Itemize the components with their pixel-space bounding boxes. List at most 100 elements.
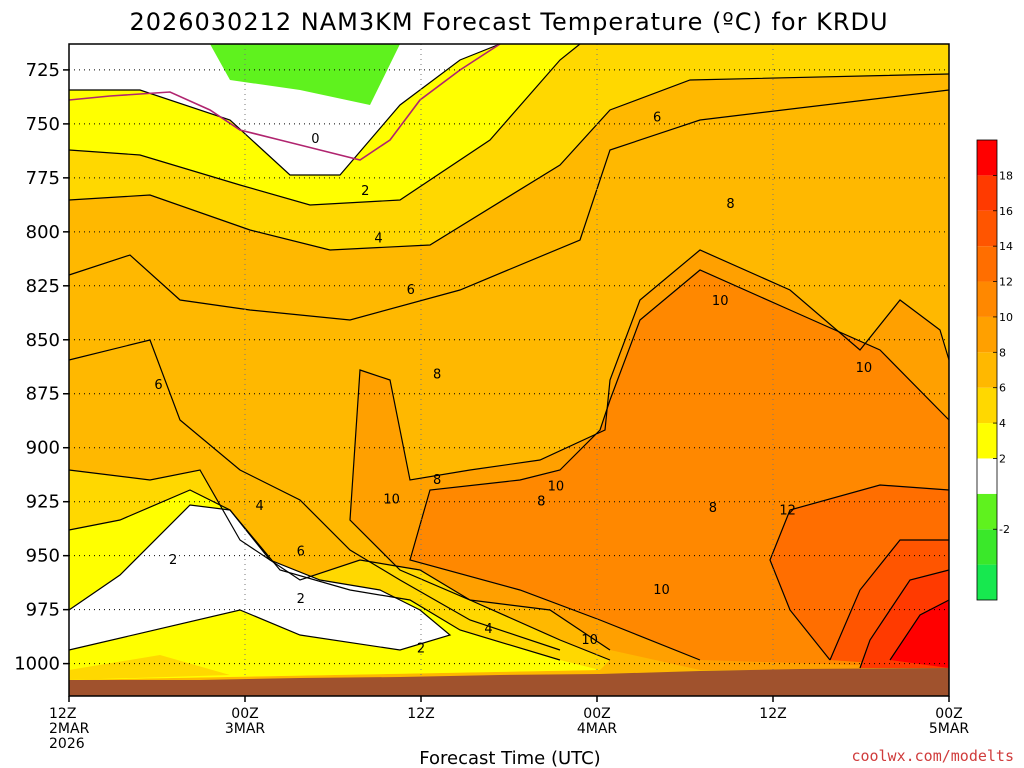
colorbar-band bbox=[977, 387, 997, 424]
contour-label: 6 bbox=[297, 544, 305, 559]
colorbar-band bbox=[977, 210, 997, 247]
contour-line-2-lower bbox=[68, 489, 561, 661]
contour-line-8 bbox=[349, 249, 950, 651]
contour-label: 8 bbox=[433, 367, 441, 382]
colorbar-frame bbox=[976, 139, 998, 601]
contour-label: 12 bbox=[779, 503, 796, 518]
colorbar-band bbox=[977, 564, 997, 600]
y-tick-label: 850 bbox=[26, 330, 60, 351]
colorbar-label: 12 bbox=[999, 276, 1013, 289]
contour-label: 10 bbox=[383, 493, 400, 508]
x-tick-label: 3MAR bbox=[225, 721, 266, 737]
x-tick-label: 00Z bbox=[231, 706, 258, 722]
contour-lines bbox=[68, 43, 950, 669]
colorbar-band bbox=[977, 493, 997, 530]
band-2-4-bottom bbox=[69, 655, 230, 680]
colorbar-label: 10 bbox=[999, 311, 1013, 324]
contour-label: 10 bbox=[856, 361, 873, 376]
credit-link[interactable]: coolwx.com/modelts bbox=[851, 747, 1014, 765]
colorbar-band bbox=[977, 458, 997, 494]
y-tick-label: 725 bbox=[26, 60, 60, 81]
grid-lines bbox=[68, 44, 950, 696]
freezing-level-line bbox=[68, 43, 501, 161]
colorbar-label: 18 bbox=[999, 169, 1013, 182]
contour-line-6-upper bbox=[68, 89, 950, 321]
contour-label: 2 bbox=[417, 642, 425, 657]
contour-label: 10 bbox=[548, 480, 565, 495]
y-tick-label: 975 bbox=[26, 600, 60, 621]
band-0-2 bbox=[69, 44, 500, 175]
contour-line-2-upper-inner bbox=[69, 43, 501, 176]
contour-label: 6 bbox=[154, 378, 162, 393]
colorbar-band bbox=[977, 316, 997, 353]
contour-line-6-lower bbox=[68, 339, 561, 651]
contour-label: 4 bbox=[484, 622, 492, 637]
x-tick-label: 4MAR bbox=[577, 721, 618, 737]
colorbar-band bbox=[977, 246, 997, 282]
chart-title: 2026030212 NAM3KM Forecast Temperature (… bbox=[129, 8, 888, 36]
y-axis: 725 750 775 800 825 850 875 900 925 950 975 1000 bbox=[14, 60, 69, 675]
colorbar-label: 2 bbox=[999, 452, 1006, 465]
y-tick-label: 875 bbox=[26, 384, 60, 405]
colorbar-band bbox=[977, 529, 997, 565]
contour-label: 6 bbox=[653, 110, 661, 125]
colorbar-label: 14 bbox=[999, 240, 1013, 253]
y-tick-label: 775 bbox=[26, 168, 60, 189]
x-tick-label: 12Z bbox=[759, 706, 786, 722]
contour-label: 6 bbox=[407, 283, 415, 298]
contour-label: 0 bbox=[311, 132, 319, 147]
x-tick-label: 5MAR bbox=[929, 721, 970, 737]
colorbar-band bbox=[977, 140, 997, 176]
colorbar-label: 4 bbox=[999, 417, 1006, 430]
colorbar-band bbox=[977, 352, 997, 388]
y-tick-label: 950 bbox=[26, 546, 60, 567]
y-tick-label: 800 bbox=[26, 222, 60, 243]
contour-label: 8 bbox=[537, 495, 545, 510]
x-tick-label: 12Z bbox=[49, 706, 76, 722]
colorbar: -2 2 4 6 8 10 12 14 16 18 bbox=[976, 139, 1013, 601]
y-tick-label: 900 bbox=[26, 438, 60, 459]
x-tick-label: 12Z bbox=[407, 706, 434, 722]
band-18-20 bbox=[890, 600, 949, 668]
contour-line-18 bbox=[889, 599, 950, 661]
contour-label: 8 bbox=[709, 501, 717, 516]
colorbar-label: 16 bbox=[999, 205, 1013, 218]
contour-label: 2 bbox=[361, 184, 369, 199]
colorbar-label: 8 bbox=[999, 346, 1006, 359]
contour-line-10 bbox=[409, 269, 950, 661]
contour-line-2-upper bbox=[68, 43, 581, 206]
colorbar-band bbox=[977, 281, 997, 317]
contour-label: 8 bbox=[726, 197, 734, 212]
plot-frame bbox=[68, 43, 950, 697]
contour-label: 2 bbox=[297, 592, 305, 607]
band-below-0 bbox=[210, 44, 400, 105]
y-tick-label: 825 bbox=[26, 276, 60, 297]
x-tick-label: 2026 bbox=[49, 736, 85, 752]
contour-label: 10 bbox=[581, 633, 598, 648]
contour-label: 4 bbox=[374, 231, 382, 246]
colorbar-band bbox=[977, 175, 997, 211]
contour-label: 8 bbox=[433, 473, 441, 488]
x-tick-label: 00Z bbox=[935, 706, 962, 722]
contour-label: 10 bbox=[653, 583, 670, 598]
x-tick-label: 00Z bbox=[583, 706, 610, 722]
contour-line-12 bbox=[769, 484, 950, 661]
band-0-2-lower bbox=[69, 505, 450, 650]
contour-line-16 bbox=[859, 569, 950, 669]
y-tick-label: 925 bbox=[26, 492, 60, 513]
x-axis-label: Forecast Time (UTC) bbox=[419, 748, 600, 768]
y-tick-label: 750 bbox=[26, 114, 60, 135]
contour-line-0-lower bbox=[68, 504, 452, 651]
contour-label: 2 bbox=[169, 553, 177, 568]
colorbar-label: -2 bbox=[999, 523, 1010, 536]
contour-label: 10 bbox=[712, 294, 729, 309]
plot-area bbox=[68, 43, 950, 697]
contour-line-14 bbox=[829, 539, 949, 661]
x-tick-label: 2MAR bbox=[49, 721, 90, 737]
contour-line-4-lower bbox=[68, 469, 611, 661]
contour-line-4-upper bbox=[68, 73, 950, 251]
colorbar-label: 6 bbox=[999, 382, 1006, 395]
